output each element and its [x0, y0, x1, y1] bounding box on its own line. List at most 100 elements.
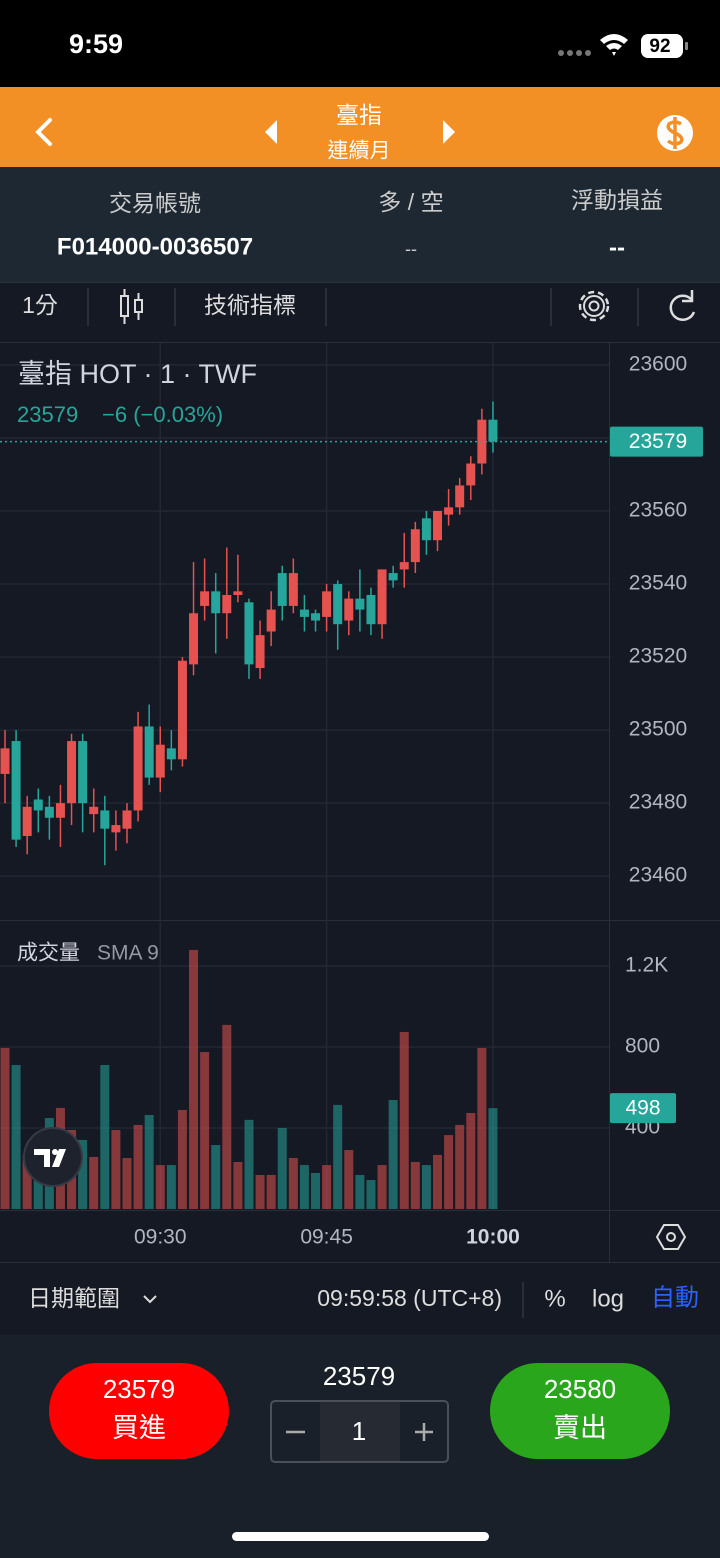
- candle-body: [388, 573, 398, 581]
- volume-bar: [322, 1165, 332, 1209]
- candle-body: [466, 463, 476, 486]
- volume-bar: [311, 1172, 321, 1209]
- dollar-glyph: [666, 117, 684, 149]
- clock: 09:59:58 (UTC+8): [317, 1285, 502, 1311]
- settings-button[interactable]: [578, 290, 610, 322]
- last-price: 23579: [17, 402, 78, 427]
- candle-body: [366, 594, 376, 625]
- x-tick-label: 10:00: [466, 1226, 520, 1249]
- date-range-button[interactable]: 日期範圍: [28, 1285, 120, 1311]
- x-tick-label: 09:45: [300, 1226, 353, 1249]
- candle-body: [177, 660, 187, 760]
- candle-body: [344, 598, 354, 621]
- candle-body: [255, 635, 265, 669]
- candle-body: [222, 594, 232, 614]
- log-toggle[interactable]: log: [592, 1285, 624, 1312]
- candle-body: [277, 573, 287, 606]
- refresh-button[interactable]: [669, 290, 696, 321]
- sell-button[interactable]: [490, 1363, 670, 1459]
- y-tick-label: 23500: [629, 718, 687, 741]
- battery: [641, 34, 683, 58]
- account-panel: [0, 167, 720, 282]
- candles: [0, 401, 498, 866]
- header-subtitle: 連續月: [328, 140, 391, 163]
- axes: 2346023480235002352023540235602358023600…: [0, 352, 703, 1249]
- buy-price: 23579: [103, 1374, 175, 1404]
- candle-body: [133, 726, 143, 811]
- volume-bar: [344, 1150, 354, 1209]
- mid-price: 23579: [323, 1361, 395, 1391]
- volume-bar: [410, 1162, 420, 1209]
- candle-body: [233, 591, 243, 595]
- status-bar: [0, 0, 720, 87]
- volume-bar: [100, 1064, 110, 1209]
- next-contract[interactable]: [443, 120, 455, 144]
- y-tick-label: 23600: [629, 352, 687, 375]
- candle-body: [144, 726, 154, 778]
- volume-bar: [22, 1154, 32, 1209]
- axis-settings-dot: [666, 1232, 676, 1242]
- pnl-label: 浮動損益: [571, 187, 663, 213]
- header: [0, 87, 720, 167]
- sell-price: 23580: [544, 1374, 616, 1404]
- wifi-icon: [600, 34, 628, 56]
- quantity: 1: [352, 1416, 366, 1446]
- candle-body: [111, 825, 121, 833]
- chart-type-button[interactable]: [120, 289, 143, 324]
- y-tick-label: 23560: [629, 499, 687, 522]
- quantity-field[interactable]: [320, 1402, 400, 1461]
- prev-contract[interactable]: [265, 120, 277, 144]
- buy-button[interactable]: [49, 1363, 229, 1459]
- candle-body: [89, 806, 99, 815]
- candle-body: [333, 584, 343, 625]
- volume-indicator: SMA 9: [97, 942, 159, 965]
- dropdown-chevron: [143, 1295, 157, 1304]
- auto-toggle[interactable]: 自動: [651, 1284, 699, 1311]
- increment-button[interactable]: [415, 1423, 433, 1441]
- volume-bar: [78, 1139, 88, 1209]
- candle-body: [377, 569, 387, 625]
- candle-body: [244, 602, 254, 665]
- candle-body: [67, 741, 77, 804]
- candle-body: [433, 510, 443, 541]
- grid: [0, 343, 609, 1209]
- candle-body: [288, 573, 298, 606]
- candle-body: [455, 485, 465, 508]
- tradingview-logo[interactable]: [23, 1127, 83, 1187]
- y-tick-label: 23480: [629, 791, 687, 814]
- pnl-value: --: [609, 234, 625, 261]
- volume-bar: [366, 1180, 376, 1209]
- back-button[interactable]: [35, 118, 52, 146]
- toolbar: [0, 282, 720, 343]
- volume-label: 成交量: [17, 942, 80, 965]
- candle-body: [200, 591, 210, 606]
- volume-bar: [477, 1047, 487, 1209]
- position-value: --: [405, 239, 417, 259]
- volume-bar: [189, 949, 199, 1209]
- volume-bar: [144, 1115, 154, 1209]
- y-tick-label: 23520: [629, 645, 687, 668]
- interval-button[interactable]: 1分: [22, 292, 58, 318]
- chart-title: 臺指 HOT · 1 · TWF: [18, 359, 257, 389]
- candle-body: [189, 613, 199, 665]
- candle-body: [211, 591, 221, 614]
- candle-body: [488, 419, 498, 442]
- axis-settings[interactable]: [655, 1224, 687, 1250]
- candle-body: [410, 529, 420, 563]
- volume-bar: [211, 1144, 221, 1209]
- candle-body: [33, 799, 43, 811]
- indicators-button[interactable]: 技術指標: [204, 292, 296, 318]
- volume-bar: [244, 1119, 254, 1209]
- candle-body: [166, 748, 176, 760]
- percent-toggle[interactable]: %: [544, 1285, 565, 1312]
- candle-body: [444, 507, 454, 515]
- volume-bar: [133, 1124, 143, 1209]
- volume-bar: [377, 1165, 387, 1209]
- buy-label: 買進: [112, 1413, 166, 1443]
- volume-bar: [122, 1157, 132, 1209]
- y-tick-label: 23540: [629, 572, 687, 595]
- candle-body: [399, 562, 409, 570]
- volume-bar: [222, 1024, 232, 1209]
- volume-bar: [399, 1031, 409, 1209]
- header-title: 臺指: [336, 102, 382, 128]
